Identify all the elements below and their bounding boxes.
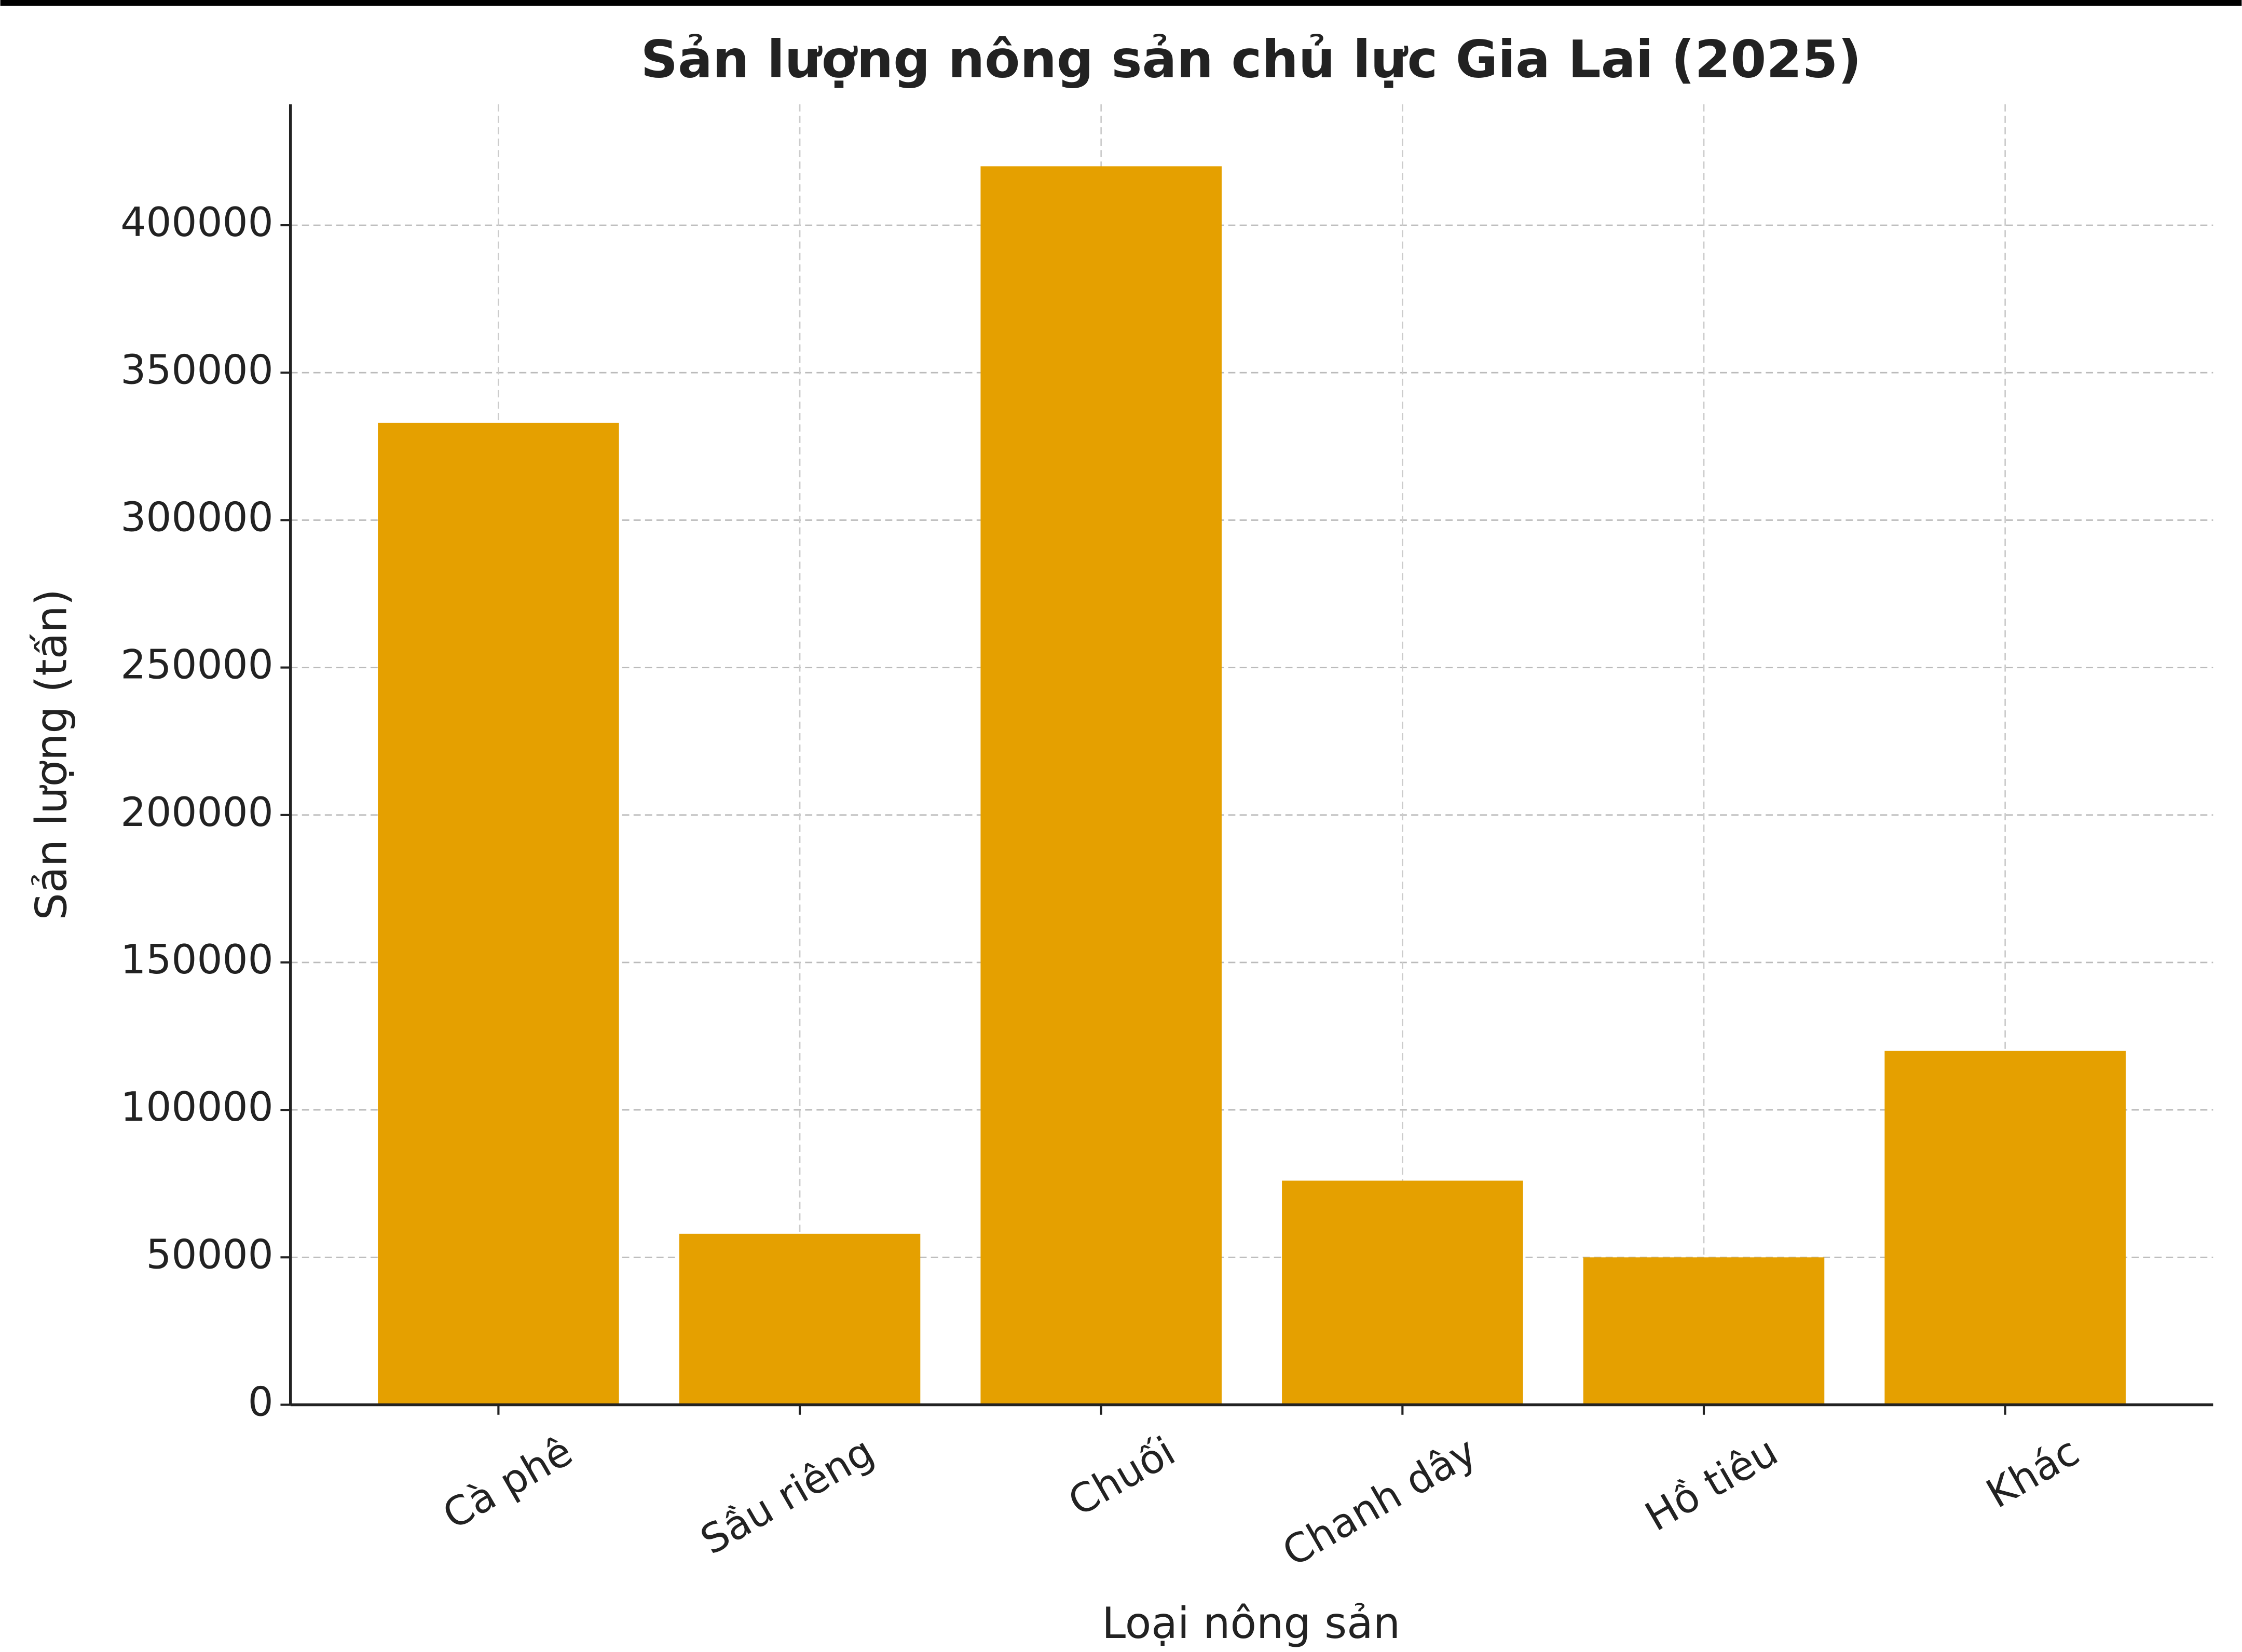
bar xyxy=(1282,1180,1523,1405)
y-tick-label: 300000 xyxy=(120,494,273,541)
y-tick-label: 250000 xyxy=(120,642,273,689)
bar xyxy=(980,166,1222,1405)
top-border xyxy=(0,0,2242,6)
y-tick-label: 150000 xyxy=(120,937,273,983)
y-tick-label: 50000 xyxy=(146,1231,273,1278)
x-tick-label: Hồ tiêu xyxy=(1637,1428,1785,1540)
y-tick-label: 200000 xyxy=(120,789,273,836)
x-tick-label: Chanh dây xyxy=(1275,1428,1484,1576)
bar xyxy=(679,1233,921,1405)
bar xyxy=(378,422,619,1405)
x-tick-label: Sầu riêng xyxy=(693,1428,882,1564)
y-tick-label: 400000 xyxy=(120,199,273,246)
y-tick-label: 100000 xyxy=(120,1084,273,1131)
y-axis-label: Sản lượng (tấn) xyxy=(27,589,77,920)
chart-title: Sản lượng nông sản chủ lực Gia Lai (2025… xyxy=(641,30,1862,90)
bar xyxy=(1884,1051,2126,1405)
x-tick-label: Chuối xyxy=(1061,1428,1183,1525)
x-tick-label: Khác xyxy=(1979,1428,2087,1518)
x-axis-label: Loại nông sản xyxy=(1102,1599,1400,1648)
y-tick-label: 350000 xyxy=(120,347,273,393)
bars xyxy=(378,166,2126,1405)
x-tick-label: Cà phê xyxy=(435,1428,581,1538)
y-tick-label: 0 xyxy=(248,1379,274,1425)
bar xyxy=(1583,1257,1825,1405)
